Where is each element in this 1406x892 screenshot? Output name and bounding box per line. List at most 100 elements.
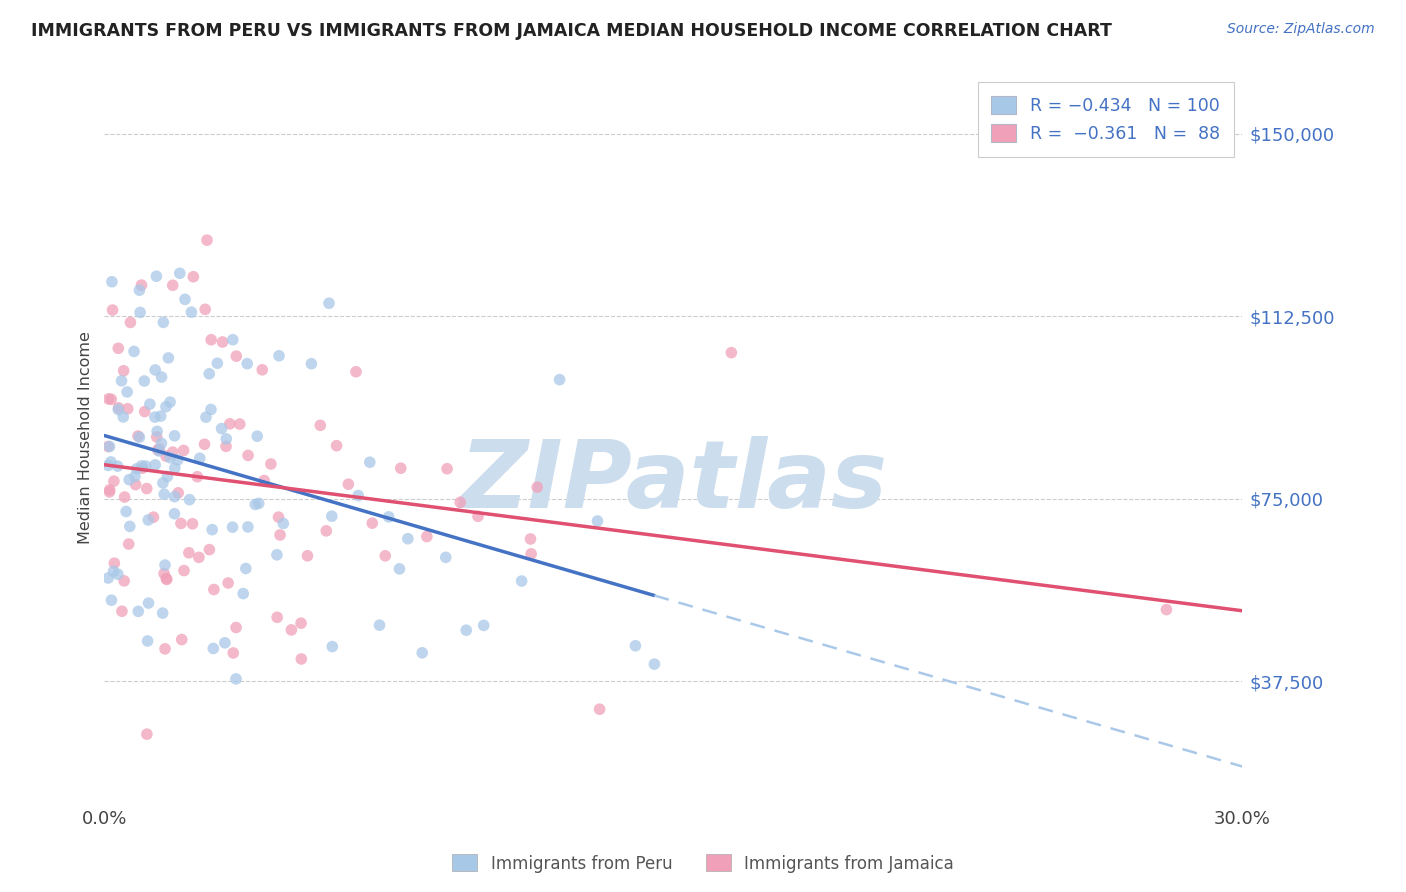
Point — [107, 401, 129, 415]
Point — [337, 477, 360, 491]
Point — [624, 639, 647, 653]
Point — [103, 556, 125, 570]
Point — [136, 513, 159, 527]
Point — [153, 487, 176, 501]
Point — [215, 439, 238, 453]
Point — [97, 458, 120, 473]
Point — [146, 425, 169, 439]
Legend: R = −0.434   N = 100, R =  −0.361   N =  88: R = −0.434 N = 100, R = −0.361 N = 88 — [977, 82, 1233, 157]
Point — [170, 516, 193, 531]
Point — [131, 458, 153, 473]
Point — [153, 641, 176, 656]
Point — [114, 490, 136, 504]
Point — [107, 567, 129, 582]
Point — [134, 374, 156, 388]
Point — [388, 562, 411, 576]
Point — [159, 450, 181, 465]
Point — [128, 430, 150, 444]
Point — [416, 529, 439, 543]
Point — [436, 462, 458, 476]
Point — [526, 480, 548, 494]
Point — [163, 490, 186, 504]
Point — [247, 496, 270, 510]
Point — [150, 370, 173, 384]
Point — [124, 477, 146, 491]
Point — [152, 606, 174, 620]
Point — [134, 404, 156, 418]
Point — [101, 303, 124, 318]
Point — [162, 445, 184, 459]
Point — [200, 333, 222, 347]
Point — [299, 357, 322, 371]
Point — [97, 392, 120, 406]
Point — [200, 402, 222, 417]
Point — [148, 442, 170, 456]
Point — [519, 532, 541, 546]
Point — [235, 561, 257, 575]
Point — [467, 509, 489, 524]
Point — [98, 484, 121, 499]
Point — [290, 616, 312, 631]
Point — [177, 546, 200, 560]
Point — [117, 401, 139, 416]
Point — [720, 345, 742, 359]
Point — [107, 402, 129, 417]
Point — [131, 461, 153, 475]
Point — [411, 646, 433, 660]
Point — [586, 514, 609, 528]
Point — [180, 305, 202, 319]
Point — [110, 374, 132, 388]
Point — [103, 565, 125, 579]
Point — [321, 640, 343, 654]
Point — [236, 357, 259, 371]
Point — [266, 610, 288, 624]
Point — [139, 397, 162, 411]
Point — [145, 430, 167, 444]
Point — [127, 604, 149, 618]
Point — [188, 451, 211, 466]
Point — [211, 334, 233, 349]
Point — [266, 548, 288, 562]
Point — [173, 564, 195, 578]
Point — [222, 333, 245, 347]
Point — [246, 429, 269, 443]
Point — [131, 278, 153, 293]
Point — [156, 469, 179, 483]
Point — [222, 646, 245, 660]
Point — [396, 532, 419, 546]
Point — [201, 523, 224, 537]
Point — [179, 492, 201, 507]
Point — [163, 461, 186, 475]
Point — [155, 572, 177, 586]
Point — [280, 623, 302, 637]
Point — [472, 618, 495, 632]
Point — [434, 550, 457, 565]
Point — [120, 315, 142, 329]
Point — [290, 652, 312, 666]
Point — [344, 365, 367, 379]
Point — [118, 519, 141, 533]
Point — [153, 566, 176, 581]
Text: Source: ZipAtlas.com: Source: ZipAtlas.com — [1227, 22, 1375, 37]
Point — [321, 509, 343, 524]
Point — [271, 516, 294, 531]
Point — [107, 459, 129, 474]
Point — [163, 429, 186, 443]
Y-axis label: Median Household Income: Median Household Income — [79, 332, 93, 544]
Point — [225, 672, 247, 686]
Point — [148, 444, 170, 458]
Point — [195, 233, 218, 247]
Point — [377, 509, 399, 524]
Point — [202, 641, 225, 656]
Point — [111, 604, 134, 618]
Point — [136, 634, 159, 648]
Point — [510, 574, 533, 588]
Point — [135, 727, 157, 741]
Point — [236, 520, 259, 534]
Point — [232, 586, 254, 600]
Point — [128, 283, 150, 297]
Point — [215, 432, 238, 446]
Point — [143, 458, 166, 472]
Point — [252, 363, 274, 377]
Point — [127, 429, 149, 443]
